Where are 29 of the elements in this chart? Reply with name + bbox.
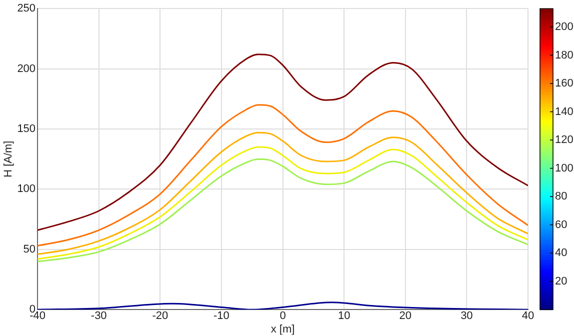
color-bar-label: 120	[555, 134, 574, 146]
x-tick-label: 20	[399, 310, 412, 322]
x-tick-label: -20	[152, 310, 168, 322]
x-tick-label: 30	[460, 310, 473, 322]
x-tick-label: 40	[522, 310, 534, 322]
x-tick-label: -40	[30, 310, 46, 322]
color-bar-label: 140	[555, 106, 574, 118]
x-tick-label: -30	[90, 310, 107, 322]
y-axis-title: H [A/m]	[2, 140, 15, 178]
y-tick-label: 100	[17, 183, 36, 196]
color-bar-label: 80	[555, 190, 568, 203]
color-bar-label: 160	[555, 78, 574, 90]
x-tick-label: 0	[280, 310, 286, 322]
x-tick-label: -10	[214, 310, 230, 322]
y-tick-label: 200	[17, 62, 36, 75]
color-bar-label: 40	[555, 247, 568, 260]
x-tick-label: 10	[338, 310, 350, 322]
color-bar-label: 200	[555, 21, 574, 33]
x-axis-title: x [m]	[270, 323, 295, 336]
color-bar-label: 100	[555, 162, 574, 174]
color-bar-label: 180	[555, 49, 574, 62]
color-bar-label: 60	[555, 218, 568, 231]
y-tick-label: 150	[17, 123, 36, 136]
color-bar-label: 20	[555, 275, 568, 288]
line-series	[38, 54, 528, 231]
y-tick-label: 250	[17, 2, 36, 15]
y-tick-label: 50	[23, 243, 36, 256]
line-series	[38, 104, 528, 247]
line-series	[38, 132, 528, 255]
